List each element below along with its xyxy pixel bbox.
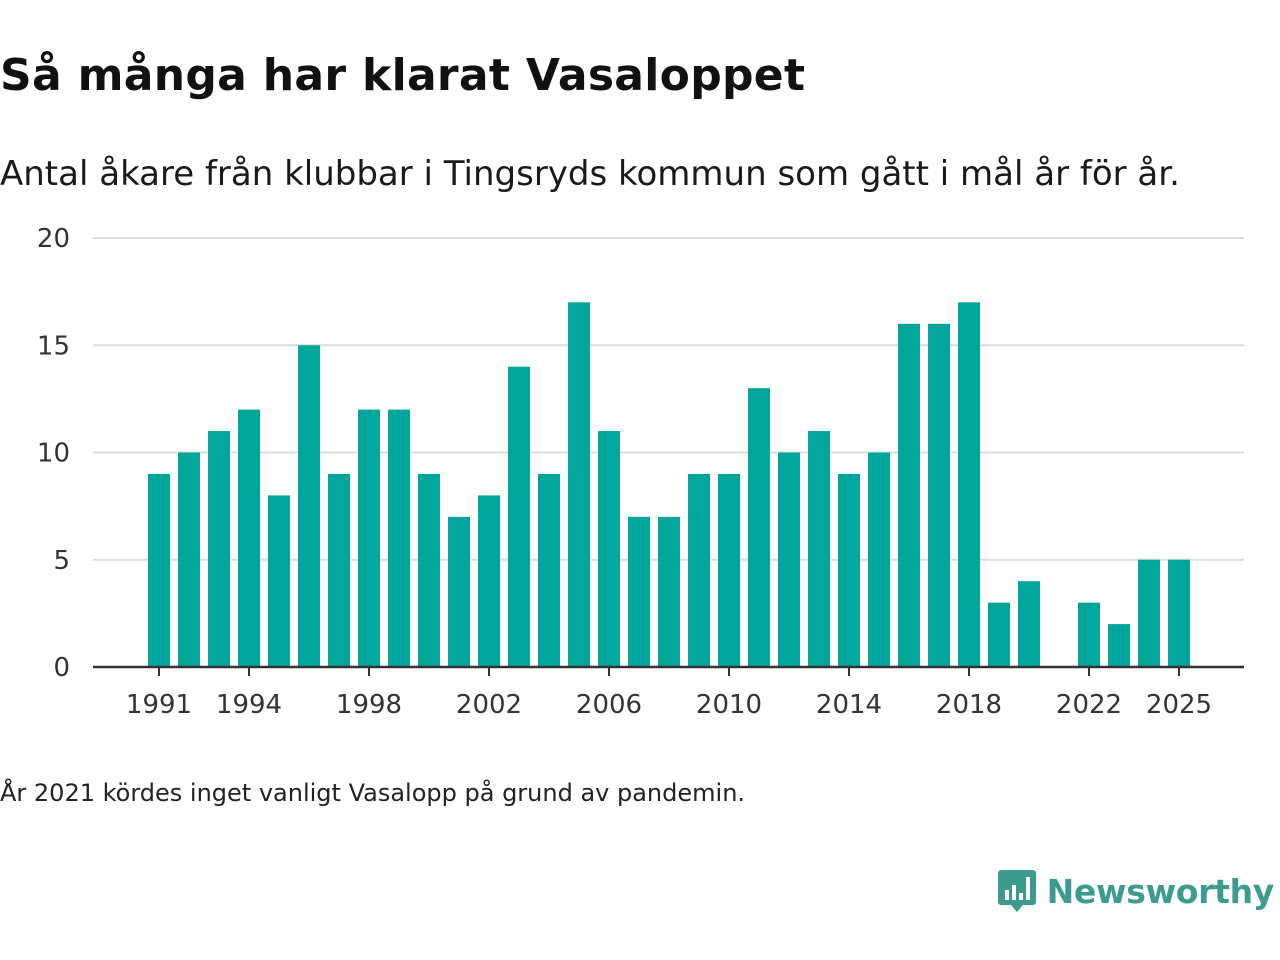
bar-2001 — [448, 516, 470, 667]
bar-2016 — [898, 323, 920, 667]
bar-2010 — [718, 473, 740, 667]
bar-2011 — [748, 388, 770, 667]
bar-1999 — [388, 409, 410, 667]
x-tick-label: 2018 — [936, 690, 1002, 720]
x-tick-label: 2025 — [1146, 690, 1212, 720]
bar-2003 — [508, 366, 530, 667]
bar-2019 — [988, 602, 1010, 667]
bar-2006 — [598, 431, 620, 667]
bars — [148, 302, 1190, 667]
chart-subtitle: Antal åkare från klubbar i Tingsryds kom… — [0, 154, 1180, 194]
bar-2015 — [868, 452, 890, 667]
newsworthy-logo-icon — [997, 870, 1036, 912]
y-tick-label: 20 — [37, 224, 70, 254]
grid-lines — [93, 237, 1244, 561]
bar-2023 — [1108, 624, 1130, 667]
bar-2002 — [478, 495, 500, 667]
bar-2012 — [778, 452, 800, 667]
bar-1998 — [358, 409, 380, 667]
bar-2018 — [958, 302, 980, 667]
bar-1997 — [328, 473, 350, 667]
y-tick-label: 5 — [53, 546, 70, 576]
x-axis-tick-labels: 1991 1994 1998 2002 2006 2010 2014 2018 2022 2025 — [126, 690, 1212, 720]
x-tick-label: 2014 — [816, 690, 882, 720]
bar-2024 — [1138, 559, 1160, 667]
y-tick-label: 0 — [53, 653, 70, 683]
x-tick-label: 2022 — [1056, 690, 1122, 720]
y-tick-label: 10 — [37, 439, 70, 469]
bar-2005 — [568, 302, 590, 667]
bar-2000 — [418, 473, 440, 667]
bar-2014 — [838, 473, 860, 667]
x-tick-label: 1991 — [126, 690, 192, 720]
bar-chart: 0 5 10 15 20 1991 1994 1998 2002 2006 2010 2014 201… — [37, 224, 1244, 720]
brand-logo: Newsworthy — [997, 868, 1274, 914]
bar-1993 — [208, 431, 230, 667]
bar-2008 — [658, 516, 680, 667]
chart-title: Så många har klarat Vasaloppet — [0, 50, 806, 101]
x-tick-label: 1994 — [216, 690, 282, 720]
y-axis-tick-labels: 0 5 10 15 20 — [37, 224, 70, 683]
x-tick-label: 2002 — [456, 690, 522, 720]
bar-2004 — [538, 473, 560, 667]
bar-1991 — [148, 473, 170, 667]
bar-1992 — [178, 452, 200, 667]
footnote: År 2021 kördes inget vanligt Vasalopp på… — [0, 779, 746, 807]
x-tick-label: 1998 — [336, 690, 402, 720]
x-axis — [93, 665, 1244, 676]
bar-2009 — [688, 473, 710, 667]
bar-2013 — [808, 431, 830, 667]
x-tick-label: 2006 — [576, 690, 642, 720]
bar-2007 — [628, 516, 650, 667]
brand-name: Newsworthy — [1046, 871, 1275, 911]
bar-2020 — [1018, 581, 1040, 667]
y-tick-label: 15 — [37, 331, 70, 361]
bar-2017 — [928, 323, 950, 667]
bar-2022 — [1078, 602, 1100, 667]
bar-1995 — [268, 495, 290, 667]
bar-1994 — [238, 409, 260, 667]
x-tick-label: 2010 — [696, 690, 762, 720]
bar-1996 — [298, 345, 320, 667]
bar-2025 — [1168, 559, 1190, 667]
